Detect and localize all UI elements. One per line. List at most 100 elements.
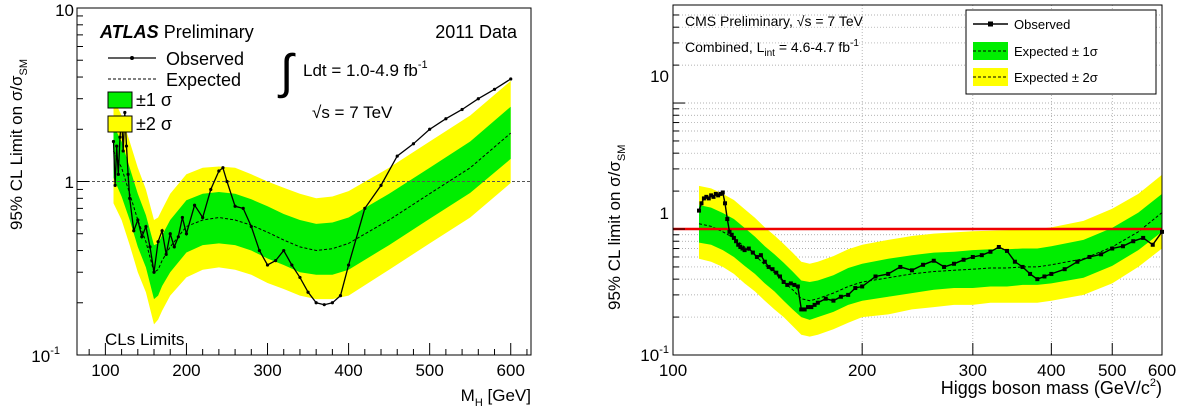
cms-observed-point [1141,235,1146,240]
cms-observed-point [961,257,966,262]
atlas-legend-band2-swatch [107,115,133,133]
cms-observed-point [720,190,725,195]
cms-limit-chart: 100 200 300 400 500 600 10-1 1 10 95% CL limi… [605,4,1176,398]
cms-observed-point [831,298,836,303]
atlas-legend-band1-swatch [107,91,133,109]
atlas-observed-point [338,293,343,298]
atlas-expected-line [113,132,512,273]
cms-observed-point [970,254,975,259]
cms-observed-point [723,201,728,206]
atlas-legend-band2: ±2 σ [136,114,172,134]
atlas-xtick-label: 200 [172,361,200,380]
cms-observed-point [697,208,702,213]
cms-observed-point [860,284,865,289]
cms-header-line1: CMS Preliminary, √s = 7 TeV [685,13,864,29]
cms-observed-point [736,242,741,247]
cms-frame [672,4,1163,356]
cms-observed-point [979,253,984,258]
atlas-xtick-label: 100 [91,361,119,380]
atlas-observed-point [322,303,326,307]
atlas-observed-point [265,263,270,267]
atlas-observed-point [126,172,130,176]
atlas-observed-point [492,87,497,91]
atlas-experiment-label: ATLAS Preliminary [99,22,254,42]
cms-observed-point [1020,264,1025,269]
atlas-observed-point [330,301,334,305]
atlas-xtick-label: 600 [497,361,525,380]
cms-observed-point [838,294,843,299]
atlas-observed-point [180,215,184,220]
atlas-legend-observed: Observed [166,49,244,69]
cms-observed-point [713,191,718,196]
atlas-data-note: 2011 Data [435,22,518,42]
cms-legend-observed-marker [988,21,993,27]
cms-observed-point [898,264,903,269]
cms-ytick-1: 1 [660,204,669,223]
cms-observed-point [1049,271,1054,276]
atlas-axis-ticks: 100 200 300 400 500 600 [77,7,528,380]
cms-observed-point [792,282,797,287]
cms-ytick-10: 10 [650,67,669,86]
cms-xtick-label: 400 [1037,361,1065,380]
cms-xtick-label: 200 [848,361,876,380]
cms-observed-point [746,246,751,251]
atlas-observed-point [128,196,132,200]
cms-observed-point [711,194,716,199]
atlas-observed-point [249,224,253,229]
atlas-observed-point [144,224,148,229]
atlas-band-2sigma [113,80,511,325]
cms-legend: Observed Expected ± 1σ Expected ± 2σ [965,9,1157,95]
cms-observed-point [809,305,814,310]
cms-observed-point [742,248,747,253]
cms-observed-point [873,274,878,279]
cms-axis-ticks: 100 200 300 400 500 600 [659,4,1176,380]
cms-observed-point [1035,277,1040,282]
cms-observed-point [740,246,745,251]
atlas-legend-expected: Expected [166,70,241,90]
atlas-observed-point [460,107,464,112]
atlas-observed-point [172,245,176,249]
atlas-observed-point [123,110,127,115]
atlas-observed-point [233,204,237,208]
atlas-observed-point [395,154,399,158]
atlas-ylabel: 95% CL Limit on σ/σSM [7,59,30,230]
cms-observed-point [942,264,947,269]
cms-observed-point [1004,248,1009,253]
cms-band-1sigma [699,193,1162,320]
atlas-observed-point [363,206,367,210]
atlas-xtick-label: 300 [253,361,281,380]
cms-xtick-label: 300 [959,361,987,380]
atlas-xtick-label: 500 [415,361,443,380]
atlas-observed-point [140,235,144,239]
cms-xtick-label: 500 [1098,361,1126,380]
atlas-observed-point [274,259,278,263]
atlas-observed-point [168,232,172,236]
cms-observed-point [815,300,820,305]
cms-legend-observed: Observed [1014,17,1070,32]
cms-observed-point [806,305,811,310]
atlas-xlabel: MH [GeV] [461,386,531,409]
atlas-observed-point [160,229,164,233]
atlas-observed-point [152,270,156,274]
atlas-limit-chart: 100 200 300 400 500 600 10-1 1 10 95% CL Limi… [7,1,532,409]
atlas-ytick-10: 10 [55,1,74,20]
cms-observed-point [734,239,739,244]
atlas-observed-line [112,78,512,306]
cms-observed-point [701,196,706,201]
atlas-observed-point [164,252,168,257]
cms-observed-point [951,261,956,266]
cms-observed-point [704,194,709,199]
atlas-observed-point [282,248,286,253]
cms-observed-point [718,191,723,196]
cms-observed-point [931,258,936,263]
atlas-plot-area [77,77,531,325]
cms-observed-point [1028,271,1033,276]
atlas-observed-point [306,290,310,294]
atlas-legend-band1: ±1 σ [136,90,172,110]
cms-observed-point [699,201,704,206]
atlas-method: CLs Limits [105,330,184,349]
atlas-observed-point [444,117,448,121]
cms-observed-point [1087,254,1092,259]
atlas-observed-point [346,263,351,267]
atlas-observed-point [111,139,116,144]
